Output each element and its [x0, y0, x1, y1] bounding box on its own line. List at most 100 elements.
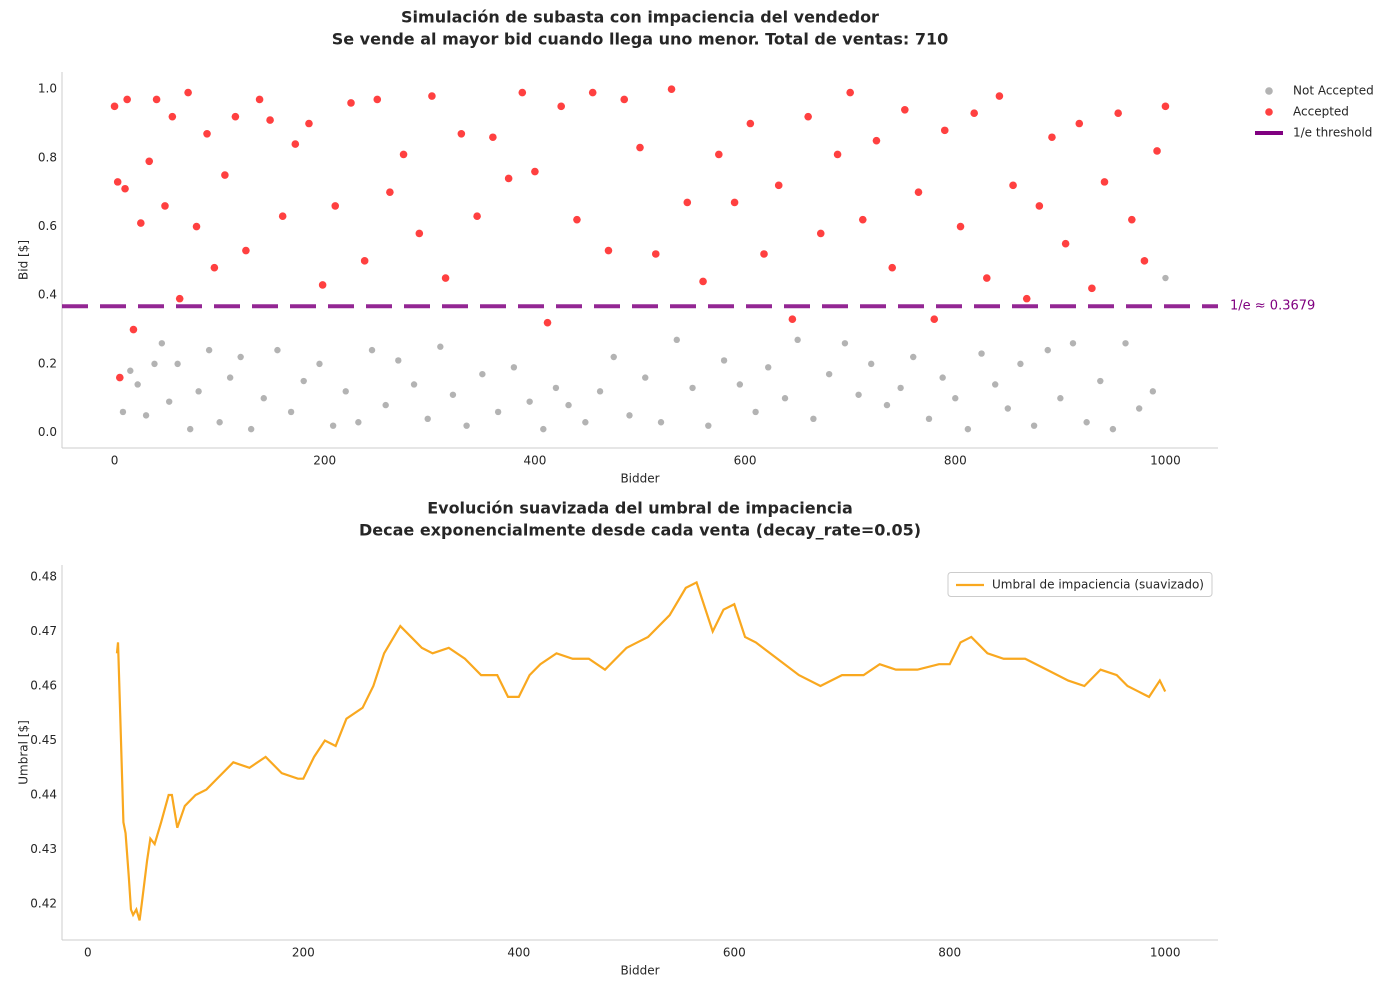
scatter-point	[588, 88, 597, 97]
scatter-point	[730, 198, 739, 207]
scatter-point	[1097, 377, 1104, 385]
scatter-point	[872, 136, 881, 145]
x-tick-label: 600	[734, 454, 757, 468]
scatter-point	[642, 374, 649, 381]
scatter-point	[752, 408, 759, 416]
scatter-point	[395, 357, 402, 364]
x-axis-label: Bidder	[620, 472, 659, 486]
y-axis-label: Umbral [$]	[17, 720, 31, 785]
scatter-point	[1035, 202, 1044, 210]
x-tick-label: 400	[523, 454, 546, 468]
scatter-point	[868, 360, 875, 368]
scatter-point	[142, 412, 150, 419]
scatter-point	[565, 401, 572, 409]
scatter-point	[441, 274, 450, 282]
scatter-point	[410, 381, 418, 388]
scatter-point	[883, 401, 891, 409]
scatter-point	[342, 388, 349, 395]
scatter-point	[121, 184, 129, 193]
scatter-point	[774, 181, 783, 190]
scatter-point	[1161, 102, 1170, 111]
scatter-point	[667, 85, 676, 93]
x-axis-label: Bidder	[620, 964, 659, 978]
scatter-point	[610, 353, 617, 361]
scatter-point	[175, 294, 184, 303]
scatter-point	[720, 357, 728, 364]
scatter-point	[1109, 425, 1117, 433]
scatter-point	[518, 88, 527, 97]
scatter-point	[360, 257, 369, 265]
scatter-point	[504, 174, 513, 183]
scatter-point	[331, 202, 340, 210]
scatter-point	[473, 212, 481, 221]
legend-label: Not Accepted	[1293, 84, 1374, 98]
scatter-point	[596, 388, 604, 395]
x-tick-label: 0	[111, 454, 119, 468]
scatter-point	[145, 157, 154, 166]
scatter-point	[318, 281, 327, 289]
scatter-point	[242, 246, 250, 255]
scatter-point	[543, 318, 552, 327]
scatter-point	[226, 374, 234, 381]
y-tick-label: 0.4	[38, 288, 57, 302]
chart-title: Decae exponencialmente desde cada venta …	[359, 521, 921, 540]
scatter-point	[557, 102, 565, 111]
scatter-point	[457, 130, 466, 138]
y-tick-label: 0.47	[30, 624, 57, 638]
legend-label: Umbral de impaciencia (suavizado)	[992, 578, 1204, 592]
x-tick-label: 200	[313, 454, 336, 468]
scatter-point	[1114, 109, 1122, 118]
scatter-point	[1135, 405, 1143, 412]
scatter-point	[274, 346, 281, 354]
scatter-point	[651, 250, 660, 258]
legend-label: 1/e threshold	[1293, 126, 1372, 140]
scatter-point	[573, 215, 581, 224]
legend: Umbral de impaciencia (suavizado)	[947, 572, 1213, 597]
scatter-point	[1030, 422, 1038, 429]
scatter-point	[788, 315, 797, 324]
scatter-point	[925, 415, 933, 423]
scatter-point	[897, 384, 904, 392]
scatter-point	[1153, 147, 1161, 155]
scatter-point	[540, 425, 547, 433]
scatter-point	[526, 398, 533, 405]
scatter-point	[582, 419, 589, 426]
scatter-point	[1057, 395, 1064, 402]
scatter-point	[151, 360, 158, 368]
y-tick-label: 0.2	[38, 356, 57, 370]
scatter-point	[1128, 215, 1136, 224]
scatter-point	[449, 391, 457, 398]
scatter-point	[1162, 274, 1169, 282]
scatter-point	[113, 178, 122, 186]
threshold-annotation: 1/e ≈ 0.3679	[1230, 299, 1315, 314]
scatter-point	[203, 130, 211, 138]
scatter-point	[910, 353, 917, 361]
scatter-point	[192, 222, 201, 231]
chart-title: Evolución suavizada del umbral de impaci…	[427, 499, 853, 518]
scatter-point	[964, 425, 972, 433]
x-tick-label: 600	[723, 946, 746, 960]
scatter-point	[305, 119, 313, 128]
y-tick-label: 0.42	[30, 897, 57, 911]
scatter-point	[1140, 257, 1149, 265]
scatter-point	[119, 408, 127, 416]
scatter-point	[1149, 388, 1157, 395]
scatter-point	[165, 398, 173, 405]
y-tick-label: 0.8	[38, 150, 57, 164]
scatter-point	[978, 350, 985, 357]
scatter-point	[855, 391, 862, 398]
scatter-point	[184, 88, 192, 97]
scatter-point	[368, 346, 376, 354]
legend-label: Accepted	[1293, 105, 1349, 119]
scatter-point	[552, 384, 560, 392]
scatter-point	[1069, 340, 1077, 347]
scatter-point	[983, 274, 991, 282]
y-tick-label: 0.6	[38, 219, 57, 233]
y-tick-label: 0.45	[30, 733, 57, 747]
scatter-point	[195, 388, 202, 395]
scatter-point	[956, 222, 965, 231]
y-tick-label: 0.44	[30, 788, 57, 802]
scatter-point	[489, 133, 497, 142]
scatter-point	[995, 92, 1004, 100]
